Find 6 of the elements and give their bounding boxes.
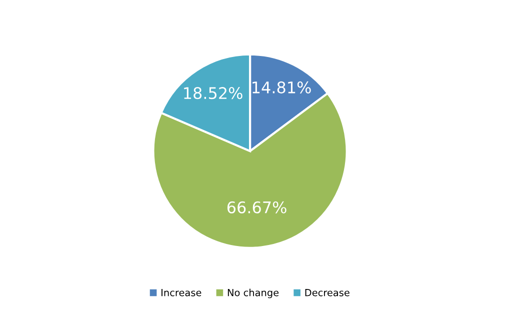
legend-label: No change bbox=[228, 288, 279, 298]
data-label: 66.67% bbox=[227, 201, 286, 214]
legend-label: Decrease bbox=[305, 289, 350, 296]
data-label: 14.81% bbox=[252, 81, 311, 94]
legend-label: Increase bbox=[162, 289, 202, 296]
data-label: 18.52% bbox=[184, 87, 242, 100]
